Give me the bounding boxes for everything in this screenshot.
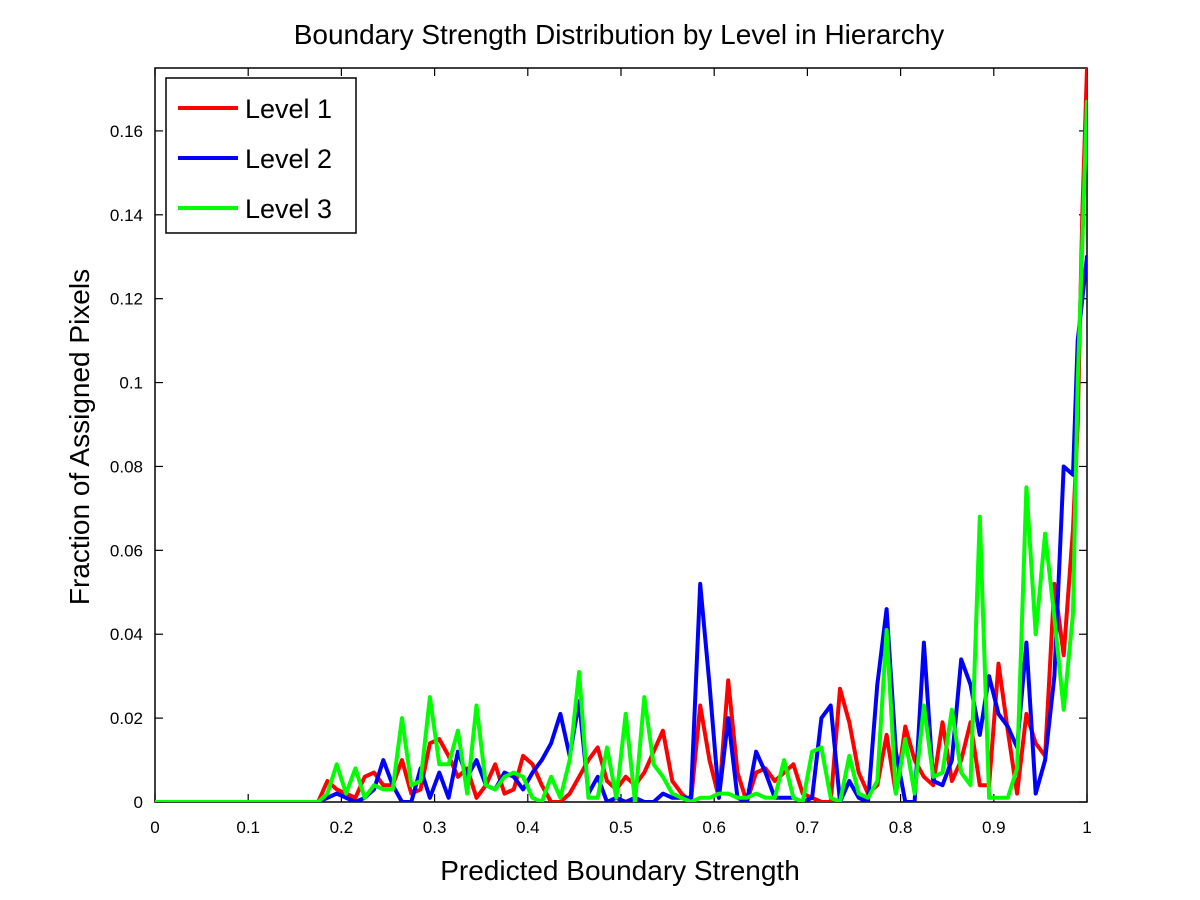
- legend-label-1: Level 1: [245, 94, 332, 124]
- x-tick-label: 0.7: [796, 818, 820, 837]
- series-line-2: [155, 254, 1087, 802]
- y-tick-label: 0.12: [110, 290, 143, 309]
- y-tick-label: 0.06: [110, 541, 143, 560]
- y-tick-label: 0.08: [110, 457, 143, 476]
- x-tick-label: 0.8: [889, 818, 913, 837]
- chart-title: Boundary Strength Distribution by Level …: [294, 19, 945, 50]
- x-axis-ticks: 0 0.1 0.2 0.3 0.4 0.5 0.6 0.7 0.8 0.9 1: [150, 68, 1092, 837]
- x-tick-label: 0.1: [236, 818, 260, 837]
- y-tick-label: 0.16: [110, 122, 143, 141]
- y-tick-label: 0.14: [110, 206, 143, 225]
- x-tick-label: 0.2: [330, 818, 354, 837]
- y-axis-label: Fraction of Assigned Pixels: [64, 269, 95, 605]
- x-tick-label: 0.4: [516, 818, 540, 837]
- y-tick-label: 0.1: [119, 374, 143, 393]
- y-tick-label: 0.04: [110, 625, 143, 644]
- x-axis-label: Predicted Boundary Strength: [440, 855, 800, 886]
- x-tick-label: 0.5: [609, 818, 633, 837]
- x-tick-label: 1: [1082, 818, 1091, 837]
- series-lines: [155, 68, 1087, 802]
- series-line-1: [155, 68, 1087, 802]
- y-tick-label: 0.02: [110, 709, 143, 728]
- x-tick-label: 0: [150, 818, 159, 837]
- x-tick-label: 0.6: [702, 818, 726, 837]
- series-line-3: [155, 99, 1087, 802]
- legend: Level 1 Level 2 Level 3: [165, 77, 357, 234]
- y-tick-label: 0: [134, 793, 143, 812]
- legend-items: Level 1 Level 2 Level 3: [178, 94, 332, 224]
- legend-label-2: Level 2: [245, 144, 332, 174]
- legend-label-3: Level 3: [245, 194, 332, 224]
- x-tick-label: 0.9: [982, 818, 1006, 837]
- x-tick-label: 0.3: [423, 818, 447, 837]
